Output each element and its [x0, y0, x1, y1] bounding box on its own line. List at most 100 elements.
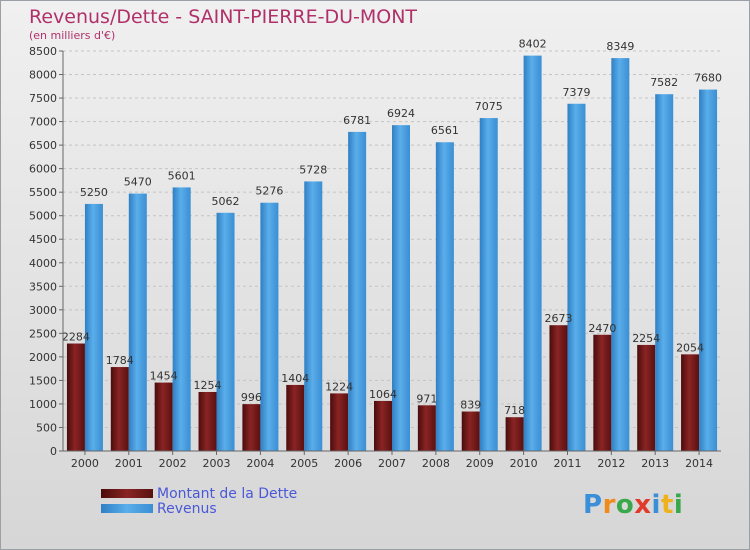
bar-debt — [374, 400, 392, 451]
data-label-revenue: 6561 — [431, 124, 459, 137]
y-tick-label: 8000 — [29, 69, 57, 82]
bar-debt — [330, 393, 349, 451]
x-tick-label: 2008 — [422, 457, 450, 470]
y-tick-label: 6000 — [29, 163, 57, 176]
bar-revenue — [611, 58, 630, 451]
bar-debt — [637, 344, 656, 451]
logo-letter: o — [615, 490, 635, 520]
data-label-revenue: 5470 — [124, 176, 152, 189]
logo-letter: x — [634, 490, 652, 520]
y-tick-label: 2000 — [29, 351, 57, 364]
legend-label-debt: Montant de la Dette — [157, 486, 298, 502]
data-label-debt: 1064 — [369, 388, 397, 401]
data-label-revenue: 5728 — [299, 163, 327, 176]
bar-revenue — [655, 94, 674, 451]
logo-letter: i — [651, 490, 661, 520]
bar-revenue — [392, 125, 410, 451]
y-tick-label: 1500 — [29, 374, 57, 387]
legend-label-revenue: Revenus — [157, 501, 217, 517]
data-label-revenue: 7379 — [562, 86, 590, 99]
y-tick-label: 4000 — [29, 257, 57, 270]
data-label-revenue: 5276 — [255, 185, 283, 198]
x-tick-label: 2011 — [553, 457, 581, 470]
y-tick-label: 3500 — [29, 280, 57, 293]
x-tick-label: 2012 — [597, 457, 625, 470]
bar-revenue — [260, 202, 279, 451]
chart-subtitle: (en milliers d'€) — [29, 29, 116, 42]
y-tick-label: 8500 — [29, 45, 57, 58]
logo-letter: t — [660, 490, 674, 520]
proxiti-logo: Proxiti — [583, 490, 683, 520]
bar-revenue — [348, 131, 367, 452]
bar-debt — [198, 391, 217, 451]
x-tick-label: 2005 — [290, 457, 318, 470]
x-tick-label: 2001 — [115, 457, 143, 470]
data-label-revenue: 5062 — [212, 195, 240, 208]
data-label-revenue: 7075 — [475, 100, 503, 113]
bar-revenue — [523, 55, 542, 452]
y-tick-label: 0 — [50, 445, 57, 458]
x-tick-label: 2003 — [203, 457, 231, 470]
data-label-debt: 1784 — [106, 354, 134, 367]
bar-debt — [505, 417, 524, 451]
y-tick-label: 500 — [36, 421, 57, 434]
data-label-debt: 971 — [416, 392, 437, 405]
x-tick-label: 2009 — [466, 457, 494, 470]
bar-debt — [154, 382, 173, 451]
bar-debt — [681, 354, 700, 451]
bar-debt — [286, 384, 305, 451]
bar-revenue — [84, 203, 103, 451]
y-tick-label: 7500 — [29, 92, 57, 105]
y-tick-label: 7000 — [29, 116, 57, 129]
y-tick-label: 5500 — [29, 186, 57, 199]
x-tick-label: 2000 — [71, 457, 99, 470]
x-tick-label: 2007 — [378, 457, 406, 470]
legend-swatch-debt — [101, 489, 153, 498]
bar-revenue — [699, 89, 718, 452]
data-label-debt: 1224 — [325, 380, 353, 393]
bar-revenue — [479, 118, 498, 451]
y-tick-label: 2500 — [29, 327, 57, 340]
data-label-debt: 2284 — [62, 331, 90, 344]
bar-revenue — [128, 193, 147, 451]
x-tick-label: 2002 — [159, 457, 187, 470]
data-label-debt: 1454 — [150, 370, 178, 383]
data-label-revenue: 8349 — [606, 40, 634, 53]
data-label-revenue: 7680 — [694, 72, 722, 85]
data-label-revenue: 5601 — [168, 169, 196, 182]
bar-debt — [242, 404, 261, 451]
x-tick-label: 2010 — [510, 457, 538, 470]
bar-revenue — [216, 212, 235, 451]
bar-revenue — [567, 103, 586, 452]
bar-revenue — [435, 142, 454, 451]
data-label-debt: 996 — [241, 391, 262, 404]
bar-debt — [461, 411, 480, 451]
data-label-debt: 2470 — [588, 322, 616, 335]
logo-letter: i — [673, 490, 684, 520]
data-label-debt: 2673 — [544, 312, 572, 325]
bar-debt — [549, 325, 568, 451]
chart-title: Revenus/Dette - SAINT-PIERRE-DU-MONT — [29, 6, 418, 28]
x-tick-label: 2004 — [246, 457, 274, 470]
data-label-debt: 2254 — [632, 332, 660, 345]
logo-letter: P — [583, 490, 603, 520]
bar-debt — [417, 405, 436, 451]
data-label-debt: 839 — [460, 399, 481, 412]
data-label-debt: 2054 — [676, 341, 704, 354]
bar-debt — [110, 367, 129, 451]
bar-debt — [593, 334, 612, 451]
x-tick-label: 2014 — [685, 457, 713, 470]
y-tick-label: 4500 — [29, 233, 57, 246]
data-label-revenue: 6781 — [343, 114, 371, 127]
data-label-revenue: 7582 — [650, 76, 678, 89]
data-label-revenue: 5250 — [80, 186, 108, 199]
y-tick-label: 6500 — [29, 139, 57, 152]
logo-letter: r — [602, 490, 616, 520]
data-label-debt: 1404 — [281, 372, 309, 385]
data-label-debt: 1254 — [194, 379, 222, 392]
x-tick-label: 2006 — [334, 457, 362, 470]
bar-revenue — [304, 181, 323, 451]
data-label-debt: 718 — [504, 404, 525, 417]
